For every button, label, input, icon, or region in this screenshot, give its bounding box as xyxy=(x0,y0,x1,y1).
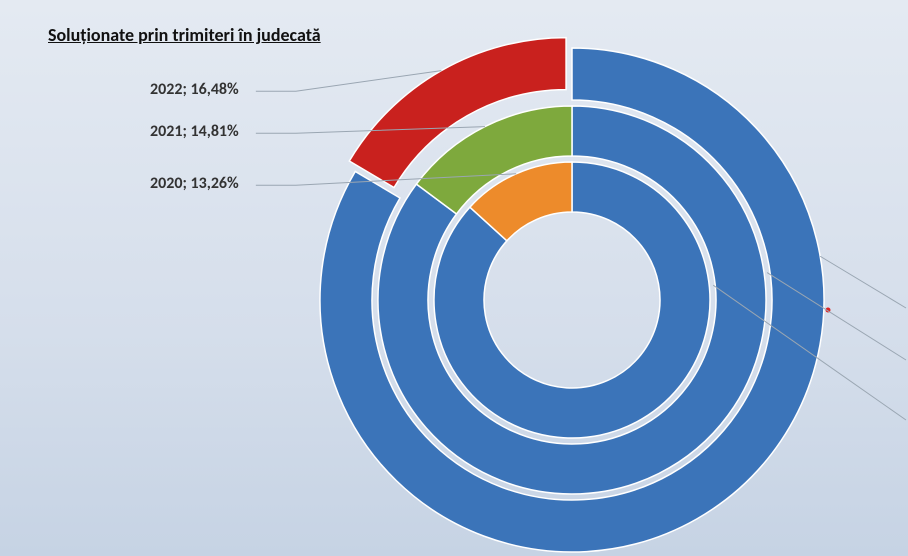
label-ring-2021: 2021; 14,81% xyxy=(150,122,239,141)
donut-chart xyxy=(0,0,908,556)
label-ring-2022: 2022; 16,48% xyxy=(150,80,239,99)
label-ring-2020: 2020; 13,26% xyxy=(150,174,239,193)
leader-right-0 xyxy=(820,256,906,308)
